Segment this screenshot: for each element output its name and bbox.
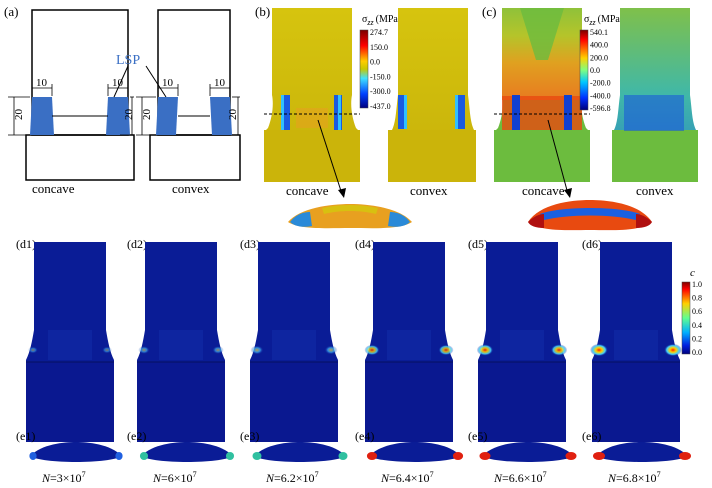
- panel-d-tag: (d4): [355, 237, 375, 251]
- cycle-label: N=6.8×107: [607, 470, 661, 485]
- convex-schematic: 10 10 20 20 convex: [136, 9, 241, 196]
- colorbar-c-tick: 200.0: [590, 53, 608, 62]
- lsp-arrow-convex: [145, 65, 167, 98]
- colorbar-d-title: c: [690, 267, 695, 279]
- panel-a-tag: (a): [4, 4, 18, 19]
- panel-e-tag: (e3): [240, 429, 259, 443]
- colorbar-d-tick: 0.4: [692, 321, 702, 330]
- dim-height-left-convex: 20: [141, 109, 153, 121]
- colorbar-d: c 1.0 0.8 0.6 0.4 0.2 0.0: [681, 267, 702, 357]
- convex-label-b: convex: [410, 183, 448, 198]
- dim-width-left: 10: [36, 77, 48, 89]
- panel-d-tag: (d3): [240, 237, 260, 251]
- lsp-region-right: [106, 97, 130, 135]
- dim-height-right-convex: 20: [227, 109, 239, 121]
- damage-map-1: (d1): [16, 237, 114, 442]
- cross-section-b: [288, 204, 412, 229]
- colorbar-c: σzz (MPa) 540.1 400.0 200.0 0.0 -200.0 -400.0 -…: [579, 14, 623, 113]
- colorbar-b-tick: 150.0: [370, 43, 388, 52]
- cycle-label: N=6.2×107: [265, 470, 319, 485]
- panel-e-tag: (e5): [468, 429, 487, 443]
- cross-section-e-2: (e2) N=6×107: [127, 429, 235, 485]
- convex-label: convex: [172, 181, 210, 196]
- cycle-label: N=3×107: [41, 470, 86, 485]
- colorbar-b-tick: 274.7: [370, 28, 388, 37]
- colorbar-c-tick: 540.1: [590, 28, 608, 37]
- dim-width-right-convex: 10: [214, 77, 226, 89]
- colorbar-d-tick: 0.0: [692, 348, 702, 357]
- colorbar-b-tick: -300.0: [370, 87, 391, 96]
- colorbar-d-tick: 1.0: [692, 280, 702, 289]
- colorbar-b: σzz (MPa) 274.7 150.0 0.0 -150.0 -300.0 -437.0: [359, 14, 401, 111]
- colorbar-d-tick: 0.2: [692, 334, 702, 343]
- stress-map-concave-b: [264, 8, 360, 198]
- dim-height-right: 20: [123, 109, 135, 121]
- concave-label-c: concave: [522, 183, 565, 198]
- panel-d: (d1) (d2) (d3) (d4) (d5) (d6): [16, 237, 682, 442]
- damage-map-6: (d6): [582, 237, 682, 442]
- cross-section-e-3: (e3) N=6.2×107: [240, 429, 348, 485]
- dim-height-left: 20: [13, 109, 25, 121]
- lsp-region-left: [30, 97, 54, 135]
- damage-map-5: (d5): [468, 237, 568, 442]
- cross-section-e-4: (e4) N=6.4×107: [355, 429, 464, 485]
- concave-label-b: concave: [286, 183, 329, 198]
- colorbar-d-tick: 0.6: [692, 307, 702, 316]
- colorbar-c-tick: -200.0: [590, 79, 611, 88]
- stress-map-convex-c: [612, 8, 698, 182]
- lsp-region-right-convex: [210, 97, 232, 135]
- cross-section-e-1: (e1) N=3×107: [16, 429, 123, 485]
- colorbar-c-tick: 0.0: [590, 66, 600, 75]
- dim-width-left-convex: 10: [162, 77, 174, 89]
- panel-e-tag: (e2): [127, 429, 146, 443]
- lsp-arrow-concave: [113, 65, 129, 98]
- colorbar-b-tick: 0.0: [370, 58, 380, 67]
- cycle-label: N=6.6×107: [493, 470, 547, 485]
- panel-a: (a) 10 10 20 20 concave L: [4, 4, 241, 196]
- dim-width-right: 10: [112, 77, 124, 89]
- cross-section-e-5: (e5) N=6.6×107: [468, 429, 577, 485]
- panel-b: (b) σzz (MPa) 274.7 150.0 0.0 -150.0 -300.0 -4…: [255, 4, 476, 229]
- colorbar-c-tick: -400.0: [590, 91, 611, 100]
- panel-d-tag: (d6): [582, 237, 602, 251]
- panel-d-tag: (d2): [127, 237, 147, 251]
- panel-e-tag: (e6): [582, 429, 601, 443]
- colorbar-c-tick: 400.0: [590, 41, 608, 50]
- colorbar-b-title: σzz (MPa): [362, 14, 401, 27]
- panel-b-tag: (b): [255, 4, 270, 19]
- lsp-region-left-convex: [156, 97, 178, 135]
- colorbar-b-tick: -150.0: [370, 72, 391, 81]
- colorbar-d-tick: 0.8: [692, 294, 702, 303]
- cycle-label: N=6.4×107: [380, 470, 434, 485]
- panel-c: (c) σzz (MPa) 540.1 400.0 200.0 0.0 -200.0 -40…: [482, 4, 698, 231]
- damage-map-2: (d2): [127, 237, 225, 442]
- stress-map-convex-b: [388, 8, 476, 182]
- panel-d-tag: (d1): [16, 237, 36, 251]
- cross-section-c: [528, 200, 652, 231]
- damage-map-3: (d3): [240, 237, 338, 442]
- colorbar-c-title: σzz (MPa): [584, 14, 623, 27]
- lsp-label: LSP: [116, 53, 140, 68]
- damage-map-4: (d4): [355, 237, 454, 442]
- concave-label: concave: [32, 181, 75, 196]
- cross-section-e-6: (e6) N=6.8×107: [582, 429, 691, 485]
- panel-c-tag: (c): [482, 4, 496, 19]
- stress-map-concave-c: [494, 8, 590, 198]
- convex-label-c: convex: [636, 183, 674, 198]
- colorbar-c-tick: -596.8: [590, 104, 611, 113]
- panel-e-tag: (e4): [355, 429, 374, 443]
- panel-e-tag: (e1): [16, 429, 35, 443]
- panel-d-tag: (d5): [468, 237, 488, 251]
- concave-schematic: 10 10 20 20 concave: [8, 9, 135, 196]
- panel-e: (e1) N=3×107 (e2) N=6×107 (e3) N=6.2×107 (e4) N…: [16, 429, 691, 485]
- colorbar-b-tick: -437.0: [370, 102, 391, 111]
- cycle-label: N=6×107: [152, 470, 197, 485]
